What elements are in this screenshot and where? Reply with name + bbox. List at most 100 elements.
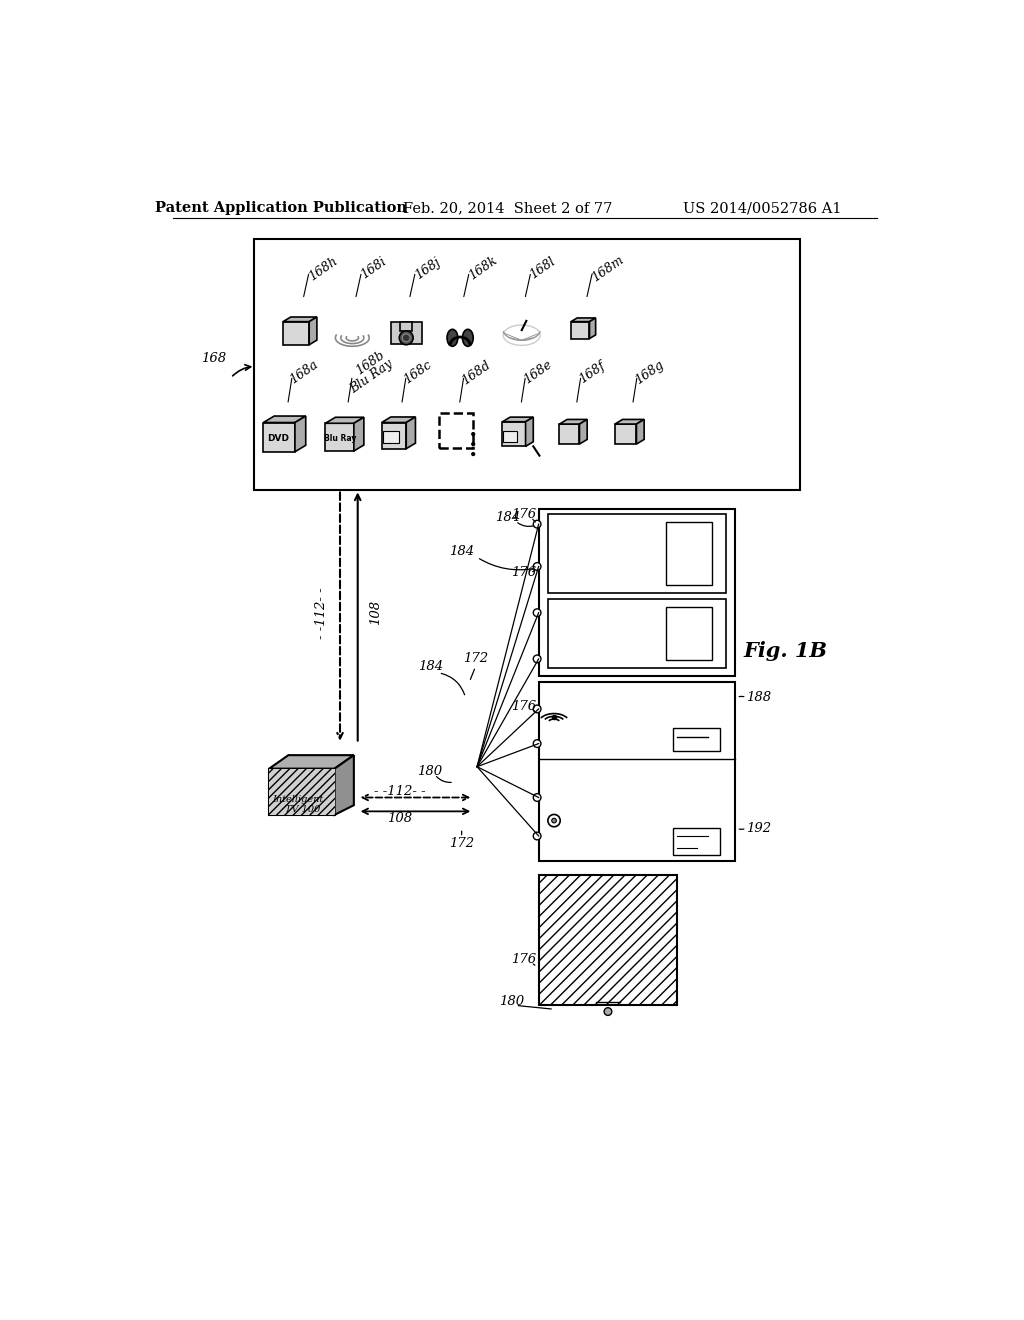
Text: 168a: 168a [288, 358, 321, 387]
Text: Blu Ray: Blu Ray [324, 434, 356, 444]
Polygon shape [571, 318, 596, 322]
Bar [674, 828, 720, 855]
Circle shape [534, 609, 541, 616]
Text: 168f: 168f [577, 359, 607, 385]
Polygon shape [354, 417, 364, 451]
Text: Feb. 20, 2014  Sheet 2 of 77: Feb. 20, 2014 Sheet 2 of 77 [403, 202, 612, 215]
Polygon shape [614, 420, 644, 424]
Polygon shape [407, 417, 416, 449]
Text: 184: 184 [450, 545, 474, 557]
Polygon shape [269, 755, 354, 768]
Polygon shape [283, 317, 316, 322]
Polygon shape [571, 322, 590, 339]
Text: 180: 180 [417, 764, 442, 777]
Text: Fig. 1B: Fig. 1B [743, 642, 827, 661]
Circle shape [472, 442, 475, 446]
Polygon shape [269, 768, 335, 814]
Polygon shape [580, 420, 587, 444]
Polygon shape [525, 417, 534, 446]
Text: 168k: 168k [466, 255, 500, 282]
Text: 108: 108 [387, 812, 413, 825]
Circle shape [604, 1007, 611, 1015]
Bar [666, 607, 712, 660]
Bar [539, 875, 677, 1006]
Text: - -112- -: - -112- - [374, 785, 426, 797]
Polygon shape [590, 318, 596, 339]
Text: 172: 172 [463, 652, 488, 665]
Text: 188: 188 [746, 690, 772, 704]
Bar [548, 599, 726, 668]
Circle shape [472, 433, 475, 436]
Text: 176: 176 [511, 953, 536, 966]
Bar [439, 413, 473, 447]
Text: 168h: 168h [306, 253, 340, 282]
Circle shape [534, 562, 541, 570]
Polygon shape [559, 420, 587, 424]
Text: 168b: 168b [354, 348, 387, 378]
Text: 176: 176 [511, 566, 536, 579]
Circle shape [534, 739, 541, 747]
Bar [539, 508, 735, 676]
Text: 192: 192 [746, 822, 772, 834]
Text: 168e: 168e [521, 358, 554, 387]
Text: Patent Application Publication: Patent Application Publication [155, 202, 407, 215]
Text: TV 100: TV 100 [285, 805, 319, 814]
Text: DVD: DVD [267, 434, 290, 444]
Text: 168l: 168l [528, 255, 558, 282]
Bar [400, 322, 413, 331]
Polygon shape [335, 755, 354, 814]
Bar [666, 521, 712, 585]
Text: Intelligent: Intelligent [272, 795, 324, 804]
Polygon shape [263, 416, 306, 422]
Text: 184: 184 [418, 660, 443, 673]
Circle shape [534, 520, 541, 528]
Text: 168g: 168g [633, 358, 667, 387]
Polygon shape [269, 768, 335, 814]
Text: 176: 176 [511, 508, 536, 521]
Polygon shape [263, 422, 295, 451]
Bar [674, 729, 720, 751]
Text: 168m: 168m [590, 253, 627, 284]
Text: 172: 172 [450, 837, 474, 850]
Text: 168c: 168c [401, 358, 434, 387]
Bar [254, 239, 801, 490]
Text: 168: 168 [201, 352, 226, 366]
Polygon shape [637, 420, 644, 444]
Text: 168i: 168i [358, 255, 389, 282]
Bar [539, 682, 735, 861]
Polygon shape [382, 417, 416, 422]
Circle shape [534, 655, 541, 663]
Ellipse shape [447, 330, 458, 346]
Circle shape [552, 818, 556, 822]
Polygon shape [559, 424, 580, 444]
Text: US 2014/0052786 A1: US 2014/0052786 A1 [683, 202, 841, 215]
Circle shape [402, 334, 410, 342]
Polygon shape [382, 422, 407, 449]
Text: 176: 176 [511, 700, 536, 713]
Polygon shape [295, 416, 306, 451]
Polygon shape [614, 424, 637, 444]
Circle shape [548, 814, 560, 826]
Polygon shape [283, 322, 309, 345]
Text: Blu Ray: Blu Ray [348, 356, 395, 396]
Text: 168j: 168j [413, 255, 442, 282]
Ellipse shape [463, 330, 473, 346]
Polygon shape [326, 424, 354, 451]
Circle shape [534, 705, 541, 713]
Circle shape [534, 793, 541, 801]
Text: 184: 184 [496, 511, 520, 524]
Text: 168d: 168d [460, 358, 493, 387]
Polygon shape [503, 422, 525, 446]
Bar [548, 515, 726, 593]
Circle shape [534, 832, 541, 840]
Bar [383, 432, 398, 444]
Text: 180: 180 [499, 995, 524, 1008]
Bar [391, 322, 422, 345]
Bar [503, 430, 517, 442]
Text: - -112- -: - -112- - [315, 587, 328, 639]
Circle shape [472, 453, 475, 455]
Circle shape [399, 331, 413, 345]
Polygon shape [503, 417, 534, 422]
Polygon shape [326, 417, 364, 424]
Polygon shape [309, 317, 316, 345]
